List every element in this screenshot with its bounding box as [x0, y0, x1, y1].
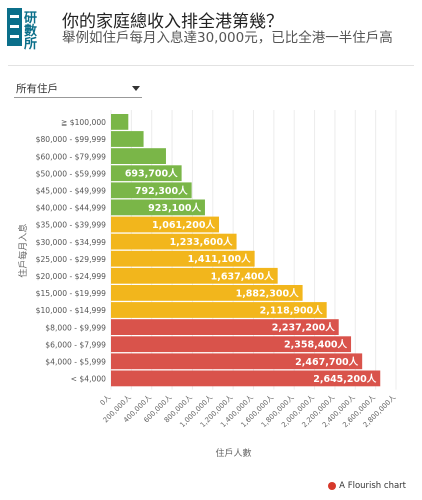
category-label: $35,000 - $39,999: [36, 221, 107, 230]
bar: [111, 302, 327, 318]
bar: [111, 336, 352, 353]
data-label: 2,358,400人: [284, 339, 347, 351]
x-axis-title: 住戶人數: [215, 447, 251, 459]
bar: [111, 250, 255, 267]
bar: [111, 353, 363, 370]
bar: [111, 114, 129, 130]
flourish-credit[interactable]: A Flourish chart: [328, 481, 406, 491]
caret-down-icon: [132, 86, 140, 91]
chart-header: 研 數 所 你的家庭總收入排全港第幾？ 舉例如住戶每月入息達30,000元，已比…: [6, 4, 418, 64]
flourish-logo-icon: [328, 482, 337, 490]
bar: [111, 285, 303, 301]
data-label: 693,700人: [125, 168, 178, 180]
chart-title: 你的家庭總收入排全港第幾？: [62, 12, 283, 32]
category-label: < $4,000: [71, 375, 107, 384]
category-label: $50,000 - $59,999: [36, 169, 107, 178]
household-filter-dropdown[interactable]: 所有住戶: [14, 78, 142, 98]
header-divider: [8, 65, 414, 66]
category-label: $6,000 - $7,999: [45, 340, 106, 349]
data-label: 1,882,300人: [236, 287, 299, 299]
x-tick-label: 0人: [99, 393, 113, 407]
chart-subtitle: 舉例如住戶每月入息達30,000元，已比全港一半住戶高: [62, 30, 393, 46]
bar: [111, 131, 144, 147]
category-label: $4,000 - $5,999: [45, 358, 106, 367]
category-label: $15,000 - $19,999: [36, 289, 107, 298]
data-label: 1,637,400人: [211, 270, 274, 282]
bar: [111, 199, 205, 216]
y-axis-title: 住戶每月入息: [17, 224, 29, 278]
bar: [111, 233, 237, 250]
category-label: $20,000 - $24,999: [36, 272, 107, 281]
data-label: 1,411,100人: [188, 253, 251, 265]
svg-text:所: 所: [24, 36, 37, 50]
bar: [111, 165, 182, 182]
category-label: $10,000 - $14,999: [36, 306, 107, 315]
data-label: 792,300人: [135, 185, 188, 197]
category-label: $80,000 - $99,999: [36, 135, 107, 144]
credit-text: A Flourish chart: [339, 481, 406, 491]
data-label: 2,118,900人: [260, 305, 323, 317]
income-bar-chart: ≧ $100,000 $80,000 - $99,999 $60,000 - $79…: [17, 110, 397, 459]
bar: [111, 319, 339, 335]
bar: [111, 148, 166, 164]
filter-selected-value: 所有住戶: [16, 83, 58, 95]
svg-text:數: 數: [24, 23, 37, 39]
category-label: $60,000 - $79,999: [36, 152, 107, 161]
category-label: $45,000 - $49,999: [36, 187, 107, 196]
data-label: 1,233,600人: [170, 236, 233, 248]
category-label: $30,000 - $34,999: [36, 238, 107, 247]
data-label: 1,061,200人: [152, 219, 215, 231]
category-label: $25,000 - $29,999: [36, 255, 107, 264]
data-label: 923,100人: [148, 202, 201, 214]
category-label: ≧ $100,000: [61, 118, 106, 127]
data-label: 2,467,700人: [295, 356, 358, 368]
organization-logo: 研 數 所: [7, 8, 37, 50]
bar: [111, 370, 381, 387]
data-label: 2,645,200人: [313, 373, 376, 385]
svg-text:研: 研: [24, 11, 37, 26]
bar: [111, 267, 278, 284]
data-label: 2,237,200人: [272, 322, 335, 334]
category-label: $40,000 - $44,999: [36, 204, 107, 213]
bar: [111, 216, 220, 233]
category-label: $8,000 - $9,999: [45, 323, 106, 332]
bar: [111, 182, 192, 199]
